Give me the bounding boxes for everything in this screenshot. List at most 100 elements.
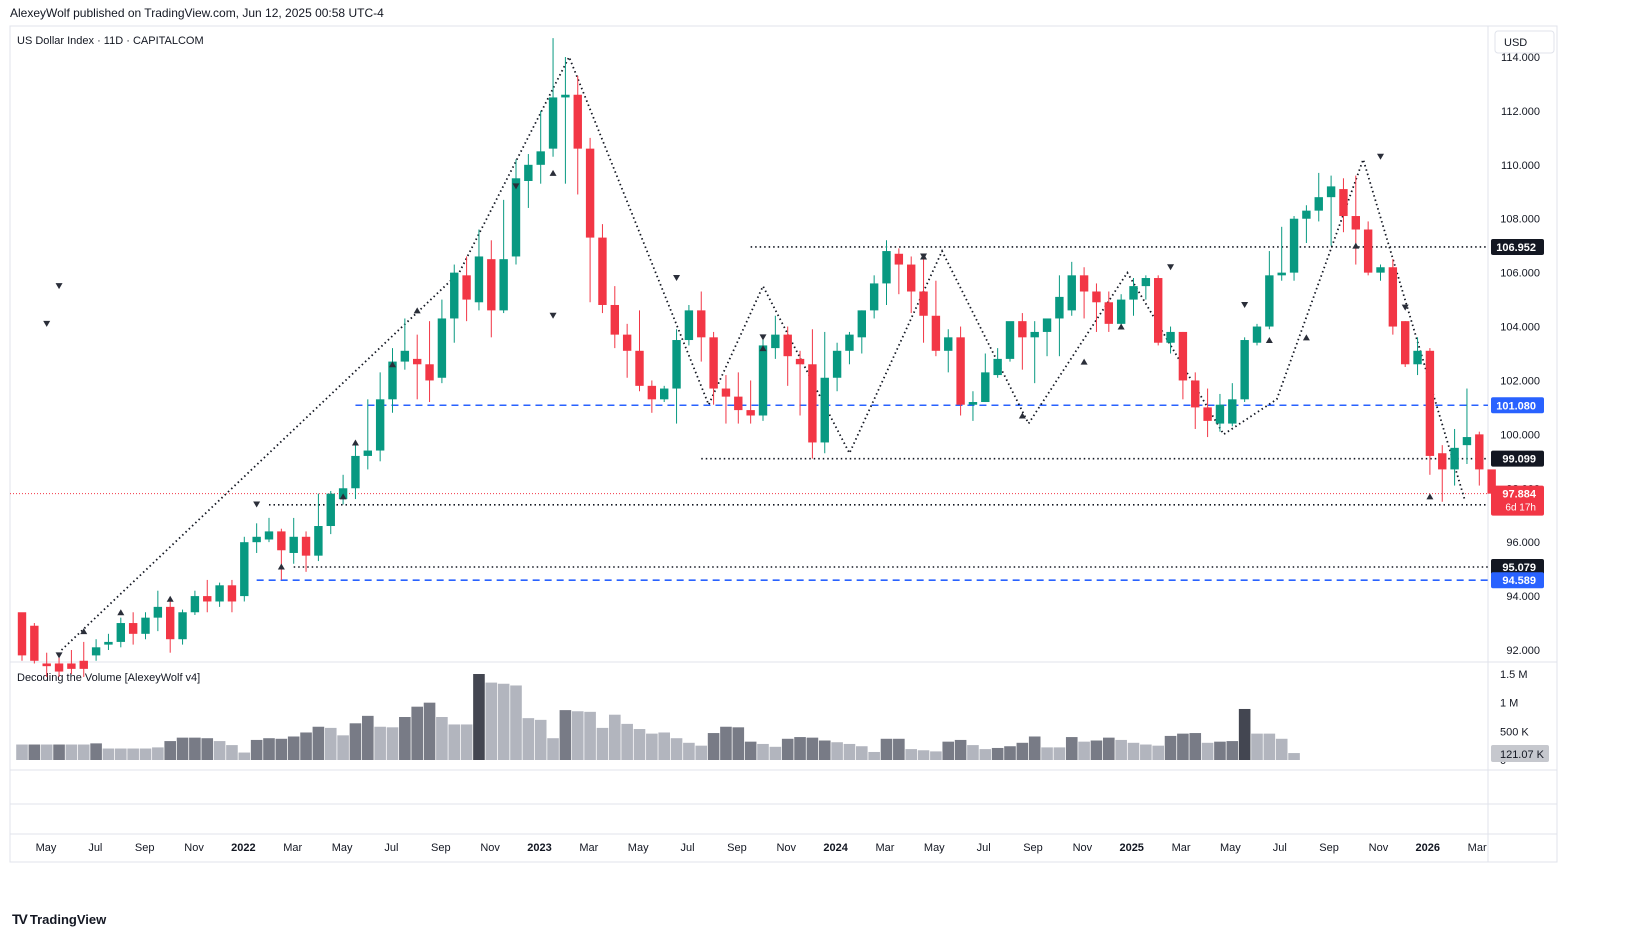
candle (462, 256, 471, 322)
symbol-title[interactable]: US Dollar Index · 11D · CAPITALCOM (17, 35, 204, 47)
candle (1030, 321, 1039, 384)
volume-bar (238, 752, 251, 760)
time-tick-label: Jul (681, 842, 695, 854)
currency-button[interactable]: USD (1494, 30, 1555, 54)
volume-bar (213, 741, 226, 760)
candle (857, 310, 866, 354)
candle (264, 517, 274, 543)
candle (190, 590, 200, 615)
candle (1339, 178, 1348, 233)
candle (499, 199, 508, 314)
candle (1215, 393, 1225, 432)
volume-bar (781, 738, 794, 760)
candle-body (610, 304, 619, 335)
time-tick-label: Jul (977, 842, 991, 854)
candle-body (1289, 218, 1299, 273)
candle (548, 38, 558, 157)
volume-bar (547, 738, 559, 760)
volume-bar (362, 715, 374, 760)
candle (1129, 278, 1138, 316)
volume-bar (757, 743, 769, 760)
volume-bar (226, 745, 238, 760)
candle-body (882, 251, 891, 284)
volume-bar (115, 748, 127, 760)
volume-bar (337, 735, 349, 760)
candle-body (215, 585, 224, 602)
volume-bar (374, 726, 386, 760)
candle-body (894, 253, 904, 265)
volume-bar (1152, 745, 1164, 760)
volume-bar (1238, 708, 1251, 760)
time-axis[interactable]: May Jul Sep Nov 2022 Mar May Jul Sep Nov 2023 Mar Ma… (36, 842, 1487, 854)
time-tick-label: Mar (1468, 842, 1487, 854)
time-tick-label: May (628, 842, 649, 854)
time-tick-label: Mar (875, 842, 894, 854)
candle-body (869, 283, 879, 311)
candle-body (351, 455, 360, 489)
candle-body (388, 361, 397, 400)
candle-body (499, 259, 508, 311)
candle-body (536, 151, 545, 165)
candle (511, 159, 521, 265)
volume-bar (1201, 742, 1214, 760)
candle (1326, 175, 1336, 246)
candle-body (585, 148, 595, 238)
candle-body (684, 310, 694, 341)
candle (981, 353, 990, 403)
level-label-text: 101.080 (1496, 400, 1536, 412)
currency-label: USD (1504, 37, 1527, 49)
candle-body (203, 596, 212, 602)
volume-bar (1028, 736, 1041, 760)
candle (882, 240, 891, 305)
candle (721, 375, 731, 424)
price-tick-label: 94.000 (1506, 591, 1540, 603)
volume-bar (1090, 740, 1103, 760)
candle-body (524, 164, 533, 181)
candle (314, 493, 323, 562)
volume-bar (16, 744, 28, 760)
volume-bar (1251, 733, 1263, 760)
candle-body (1005, 321, 1015, 359)
volume-bar (287, 736, 300, 760)
candle (931, 280, 941, 357)
candle-body (1314, 197, 1323, 211)
candle-body (1438, 453, 1447, 470)
volume-bar (954, 739, 967, 760)
candle-body (190, 596, 200, 613)
volume-indicator-title[interactable]: Decoding the Volume [AlexeyWolf v4] (17, 672, 200, 684)
candle (1314, 172, 1323, 222)
candle-body (437, 318, 447, 378)
price-axis[interactable]: 92.00094.00096.00098.000100.000102.00010… (1500, 52, 1540, 657)
volume-bar (942, 741, 955, 760)
candle-body (487, 259, 496, 311)
candle-body (425, 364, 434, 381)
time-tick-label: 2026 (1416, 842, 1440, 854)
last-price-value: 97.884 (1502, 489, 1537, 501)
candle (610, 286, 619, 349)
candle (1376, 264, 1385, 281)
candle (993, 348, 1002, 378)
candle (536, 110, 545, 184)
candle-body (153, 606, 163, 618)
candle (672, 329, 681, 424)
volume-bar (77, 744, 90, 760)
tradingview-logo[interactable]: TV TradingView (12, 911, 106, 927)
candle (338, 474, 348, 505)
marker-down-triangle (55, 283, 63, 290)
candle (437, 299, 447, 384)
volume-last-label: 121.07 K (1500, 749, 1545, 761)
volume-bar (732, 727, 745, 760)
candle (153, 590, 163, 632)
candle (845, 331, 854, 365)
candle (42, 652, 51, 677)
marker-down-triangle (1167, 264, 1175, 271)
volume-bar (411, 706, 423, 760)
candle (141, 612, 150, 640)
volume-bar (90, 743, 102, 760)
candle-body (635, 350, 644, 386)
candle-body (450, 272, 459, 319)
candle (1475, 431, 1484, 486)
candle (1055, 275, 1064, 357)
time-tick-label: Mar (1172, 842, 1191, 854)
